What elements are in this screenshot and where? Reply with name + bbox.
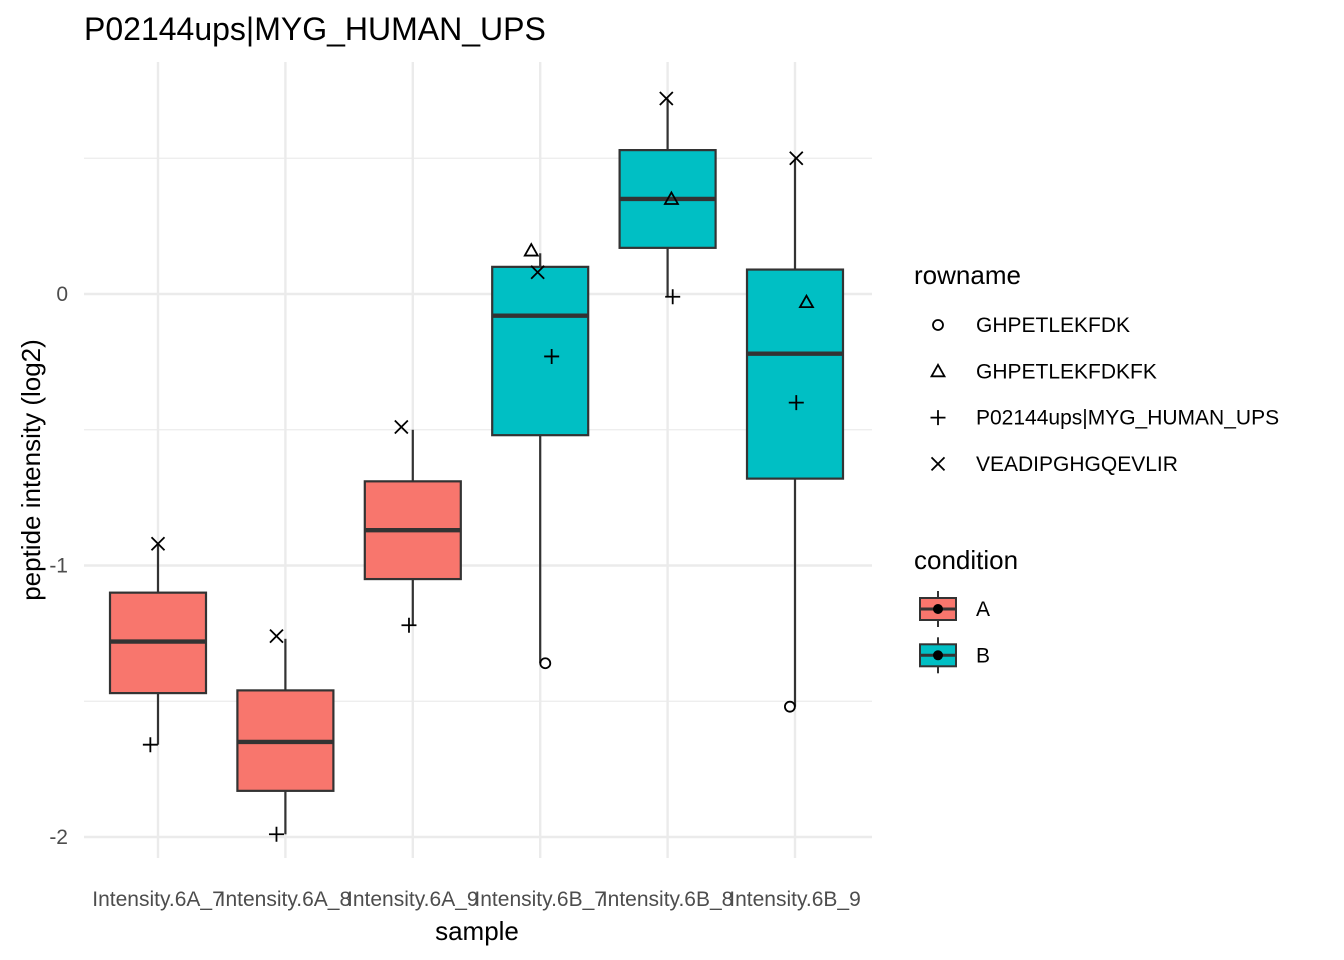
legend-key-cross <box>930 456 946 472</box>
x-tick-label: Intensity.6B_9 <box>729 888 861 911</box>
legend-condition-title: condition <box>914 545 1018 575</box>
legend-rowname-label: GHPETLEKFDKFK <box>976 360 1157 383</box>
point-cross <box>269 628 284 644</box>
box-body <box>745 268 845 480</box>
legend-rowname-label: P02144ups|MYG_HUMAN_UPS <box>976 407 1279 430</box>
legend-rowname-label: VEADIPGHGQEVLIR <box>976 453 1178 476</box>
y-tick-label: -1 <box>49 555 68 578</box>
x-tick-label: Intensity.6A_8 <box>220 888 352 911</box>
box-Intensity.6A_7 <box>108 543 208 745</box>
boxes <box>108 98 845 835</box>
legend-condition-label: A <box>976 598 990 621</box>
x-axis-ticks: Intensity.6A_7Intensity.6A_8Intensity.6A… <box>92 888 861 911</box>
y-tick-label: 0 <box>56 283 68 306</box>
point-plus <box>544 348 560 364</box>
point-triangle <box>663 190 680 205</box>
legend-condition: condition AB <box>914 545 1018 674</box>
legend-key-circle <box>932 319 944 331</box>
point-plus <box>142 737 158 753</box>
legend-rowname: rowname GHPETLEKFDK GHPETLEKFDKFK P02144up… <box>914 260 1279 476</box>
x-axis-title: sample <box>435 916 519 946</box>
y-axis-ticks: 0 -1 -2 <box>49 283 68 849</box>
box-Intensity.6B_8 <box>618 98 717 297</box>
legend-rowname-title: rowname <box>914 260 1021 290</box>
legend-key-point <box>933 650 943 661</box>
legend-key-plus <box>930 410 946 426</box>
x-tick-label: Intensity.6A_9 <box>347 888 479 911</box>
x-tick-label: Intensity.6B_8 <box>602 888 734 911</box>
box-Intensity.6A_8 <box>236 638 335 835</box>
legend-rowname-label: GHPETLEKFDK <box>976 314 1130 337</box>
legend-condition-key <box>919 591 957 627</box>
x-tick-label: Intensity.6A_7 <box>92 888 224 911</box>
legend-condition-label: B <box>976 644 990 667</box>
points <box>142 91 815 842</box>
x-tick-label: Intensity.6B_7 <box>474 888 606 911</box>
y-tick-label: -2 <box>49 826 68 849</box>
point-triangle <box>798 293 815 309</box>
point-plus <box>401 617 417 633</box>
box-Intensity.6A_9 <box>363 429 462 626</box>
point-triangle <box>523 242 540 257</box>
point-cross <box>150 536 166 551</box>
chart-title: P02144ups|MYG_HUMAN_UPS <box>84 11 546 47</box>
legend-condition-key <box>919 637 957 674</box>
point-plus <box>268 826 284 842</box>
box-Intensity.6B_9 <box>745 158 845 707</box>
box-Intensity.6B_7 <box>491 253 590 664</box>
y-axis-title: peptide intensity (log2) <box>16 339 46 601</box>
point-plus <box>665 289 681 305</box>
legend-key-point <box>933 604 943 614</box>
point-cross <box>789 151 804 166</box>
point-circle <box>784 700 796 713</box>
point-cross <box>394 419 409 435</box>
point-plus <box>788 395 804 411</box>
legend-key-triangle <box>929 362 947 378</box>
point-circle <box>539 657 552 670</box>
point-cross <box>530 265 545 280</box>
point-cross <box>659 91 674 106</box>
box-body <box>491 265 590 437</box>
